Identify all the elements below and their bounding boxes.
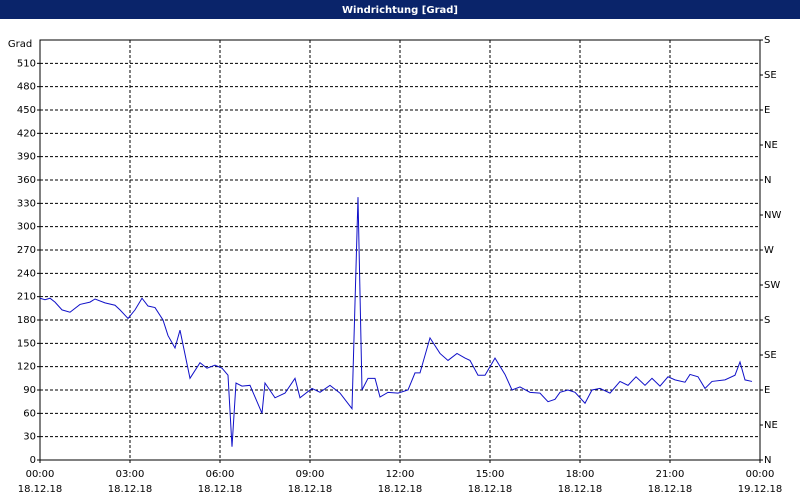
- y2-tick-label: S: [764, 315, 770, 326]
- y-tick-label: 390: [17, 152, 36, 163]
- x-tick-label: 15:00: [476, 469, 505, 480]
- x-tick-label: 03:00: [116, 469, 145, 480]
- chart-title: Windrichtung [Grad]: [342, 5, 458, 16]
- y-axis-label: Grad: [8, 39, 32, 50]
- x-tick-date: 18.12.18: [108, 484, 153, 495]
- y-tick-label: 510: [17, 58, 36, 69]
- y2-tick-label: W: [764, 245, 774, 256]
- x-tick-label: 00:00: [26, 469, 55, 480]
- x-tick-label: 12:00: [386, 469, 415, 480]
- y2-tick-label: SE: [764, 350, 777, 361]
- y2-tick-label: E: [764, 385, 770, 396]
- y-tick-label: 330: [17, 198, 36, 209]
- data-line: [39, 197, 753, 447]
- y2-tick-label: N: [764, 455, 771, 466]
- title-bar: [0, 0, 800, 19]
- x-tick-date: 18.12.18: [378, 484, 423, 495]
- y-tick-label: 60: [23, 408, 36, 419]
- y-tick-label: 120: [17, 362, 36, 373]
- y-tick-label: 180: [17, 315, 36, 326]
- y-tick-label: 300: [17, 222, 36, 233]
- y2-tick-label: SW: [764, 280, 780, 291]
- y-tick-label: 90: [23, 385, 36, 396]
- plot-border: [39, 39, 761, 461]
- y-tick-label: 150: [17, 338, 36, 349]
- y-tick-label: 210: [17, 292, 36, 303]
- y-tick-label: 360: [17, 175, 36, 186]
- x-tick-date: 18.12.18: [558, 484, 603, 495]
- y-tick-label: 270: [17, 245, 36, 256]
- x-tick-date: 18.12.18: [18, 484, 63, 495]
- y2-tick-label: SE: [764, 70, 777, 81]
- y-tick-label: 30: [23, 432, 36, 443]
- x-tick-date: 18.12.18: [468, 484, 513, 495]
- x-tick-date: 18.12.18: [648, 484, 693, 495]
- x-tick-label: 18:00: [566, 469, 595, 480]
- x-tick-label: 06:00: [206, 469, 235, 480]
- x-tick-date: 18.12.18: [288, 484, 333, 495]
- x-tick-label: 09:00: [296, 469, 325, 480]
- x-tick-date: 19.12.18: [738, 484, 783, 495]
- y2-tick-label: E: [764, 105, 770, 116]
- x-tick-date: 18.12.18: [198, 484, 243, 495]
- x-tick-label: 21:00: [656, 469, 685, 480]
- y2-tick-label: NE: [764, 140, 778, 151]
- y2-tick-label: NE: [764, 420, 778, 431]
- y-tick-label: 480: [17, 82, 36, 93]
- y-tick-label: 240: [17, 268, 36, 279]
- y2-tick-label: NW: [764, 210, 781, 221]
- y2-tick-label: N: [764, 175, 771, 186]
- y2-tick-label: S: [764, 35, 770, 46]
- y-tick-label: 450: [17, 105, 36, 116]
- x-tick-label: 00:00: [746, 469, 775, 480]
- y-tick-label: 420: [17, 128, 36, 139]
- y-tick-label: 0: [30, 455, 36, 466]
